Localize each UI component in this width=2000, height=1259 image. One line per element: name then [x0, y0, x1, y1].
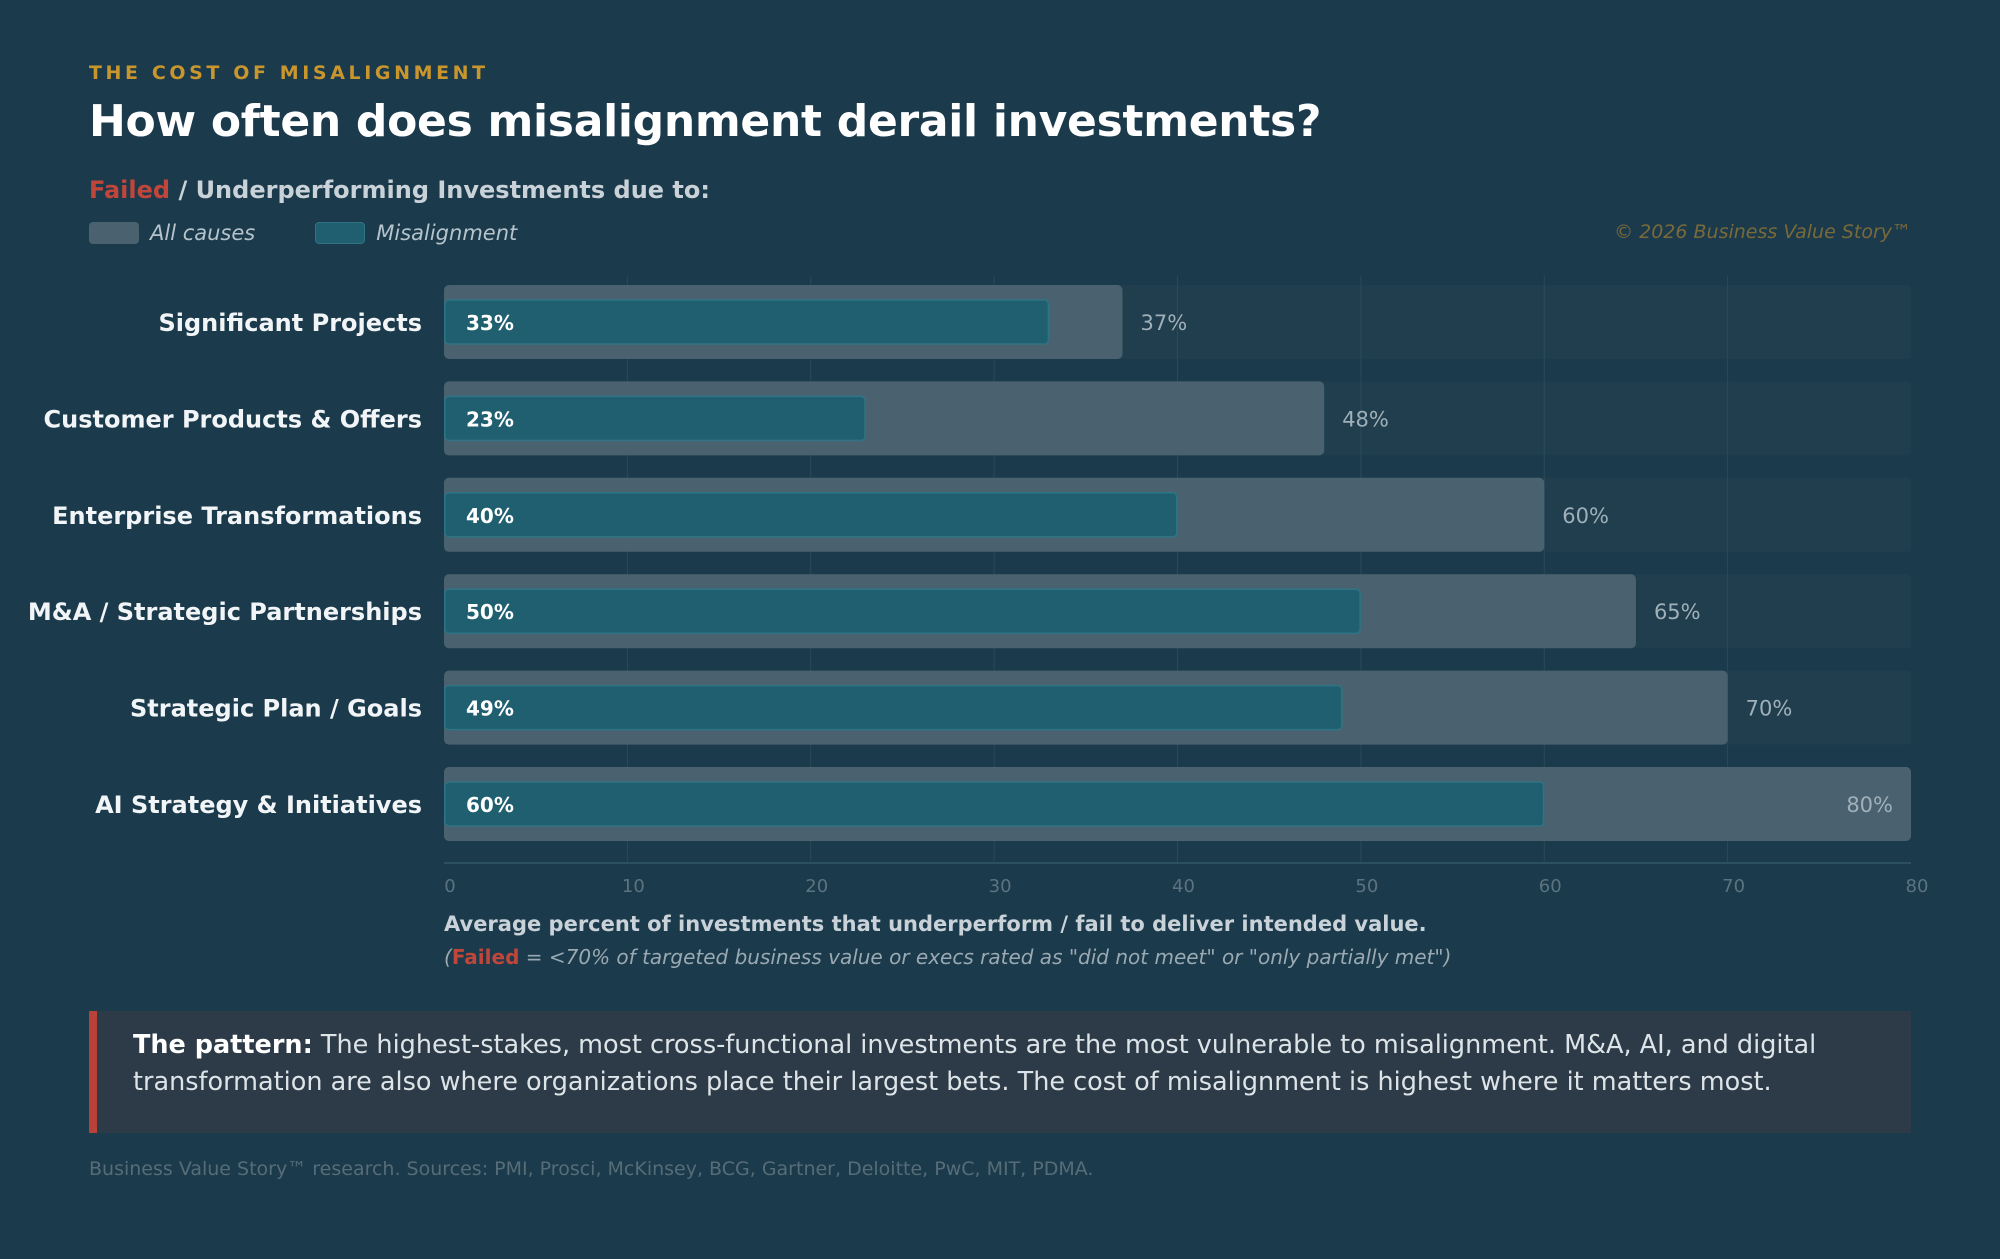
category-label: Customer Products & Offers	[44, 405, 422, 433]
legend-item-misalignment: Misalignment	[315, 221, 517, 245]
all-causes-value-label: 37%	[1140, 311, 1187, 335]
x-tick-label: 20	[805, 876, 828, 897]
misalignment-value-label: 33%	[466, 311, 514, 335]
all-causes-value-label: 70%	[1746, 697, 1793, 721]
all-causes-value-label: 65%	[1654, 600, 1701, 624]
pattern-text: The highest-stakes, most cross-functiona…	[133, 1030, 1817, 1097]
legend-label-all-causes: All causes	[150, 221, 256, 245]
bar-misalignment	[444, 492, 1178, 538]
x-tick-label: 50	[1355, 876, 1378, 897]
category-label: Significant Projects	[158, 309, 422, 337]
eyebrow-label: THE COST OF MISALIGNMENT	[89, 62, 489, 84]
legend-swatch-all-causes	[89, 222, 139, 244]
category-label: Enterprise Transformations	[52, 502, 422, 530]
note-open-paren: (	[444, 945, 452, 969]
misalignment-value-label: 40%	[466, 504, 514, 528]
x-tick-label: 10	[622, 876, 645, 897]
category-label: AI Strategy & Initiatives	[95, 791, 422, 819]
misalignment-value-label: 60%	[466, 793, 514, 817]
page-title: How often does misalignment derail inves…	[89, 96, 1322, 147]
failed-definition-note: (Failed = <70% of targeted business valu…	[444, 945, 1451, 969]
chart-legend: All causes Misalignment	[89, 219, 577, 247]
legend-label-misalignment: Misalignment	[376, 221, 518, 245]
all-causes-value-label: 60%	[1562, 504, 1609, 528]
x-tick-label: 40	[1172, 876, 1195, 897]
category-label: Strategic Plan / Goals	[130, 695, 422, 723]
chart-footnote: Average percent of investments that unde…	[444, 912, 1427, 936]
bar-misalignment	[444, 588, 1361, 634]
bar-misalignment	[444, 781, 1545, 827]
x-tick-label: 30	[989, 876, 1012, 897]
copyright-notice: © 2026 Business Value Story™	[1614, 221, 1911, 243]
subtitle-failed-word: Failed	[89, 176, 171, 204]
note-definition: = <70% of targeted business value or exe…	[519, 945, 1452, 969]
pattern-lead: The pattern:	[133, 1030, 313, 1060]
bar-misalignment	[444, 395, 866, 442]
x-tick-label: 0	[444, 876, 455, 897]
misalignment-value-label: 49%	[466, 697, 514, 721]
subtitle-rest: / Underperforming Investments due to:	[170, 176, 710, 204]
misalignment-value-label: 50%	[466, 600, 514, 624]
legend-item-all-causes: All causes	[89, 221, 255, 245]
bar-misalignment	[444, 299, 1050, 345]
x-tick-label: 60	[1539, 876, 1562, 897]
pattern-callout: The pattern: The highest-stakes, most cr…	[89, 1011, 1911, 1133]
all-causes-value-label: 48%	[1342, 407, 1389, 431]
misalignment-value-label: 23%	[466, 407, 514, 431]
source-note: Business Value Story™ research. Sources:…	[89, 1158, 1094, 1180]
all-causes-value-label: 80%	[1846, 793, 1893, 817]
category-label: M&A / Strategic Partnerships	[28, 598, 422, 626]
x-tick-label: 80	[1906, 876, 1929, 897]
note-failed-word: Failed	[451, 945, 520, 969]
bar-misalignment	[444, 684, 1343, 731]
chart-subtitle: Failed / Underperforming Investments due…	[89, 176, 710, 204]
x-tick-label: 70	[1722, 876, 1745, 897]
legend-swatch-misalignment	[315, 222, 366, 244]
bar-chart: Significant Projects 33% 37% Customer Produ…	[28, 276, 1929, 897]
